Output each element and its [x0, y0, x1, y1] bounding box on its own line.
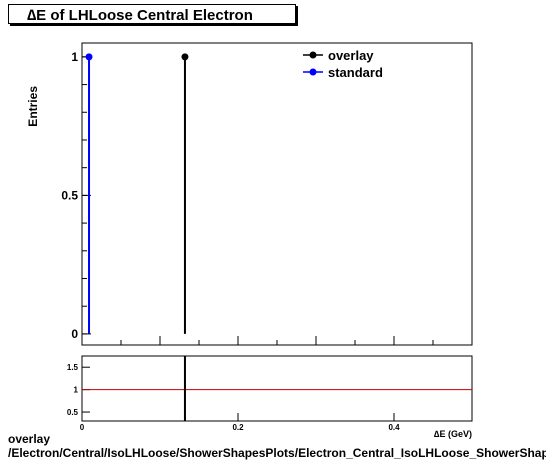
legend-label: standard	[328, 65, 383, 80]
legend-marker	[309, 68, 317, 76]
x-tick-label: 0	[80, 423, 85, 432]
chart-title-box: ∆E of LHLoose Central Electron	[8, 4, 296, 24]
y-tick-label: 0.5	[61, 188, 78, 202]
legend-label: overlay	[328, 48, 374, 63]
ratio-y-tick-label: 0.5	[67, 408, 79, 417]
y-tick-label: 0	[71, 327, 78, 341]
ratio-frame	[81, 355, 473, 422]
chart-title: ∆E of LHLoose Central Electron	[27, 7, 253, 24]
legend-marker	[309, 51, 317, 59]
ratio-y-tick-label: 1.5	[67, 363, 79, 372]
y-axis-label: Entries	[26, 86, 40, 127]
series-0-point	[181, 53, 189, 61]
x-tick-label: 0.4	[388, 423, 400, 432]
x-tick-label: 0.2	[232, 423, 244, 432]
series-1-point	[85, 53, 93, 61]
ratio-y-tick-label: 1	[74, 386, 79, 395]
x-axis-label: ∆E (GeV)	[434, 429, 472, 439]
caption: overlay /Electron/Central/IsoLHLoose/Sho…	[8, 432, 546, 460]
y-tick-label: 1	[71, 50, 78, 64]
plot-frame	[81, 42, 473, 346]
caption-line-2: /Electron/Central/IsoLHLoose/ShowerShape…	[8, 446, 546, 460]
caption-line-1: overlay	[8, 432, 51, 446]
